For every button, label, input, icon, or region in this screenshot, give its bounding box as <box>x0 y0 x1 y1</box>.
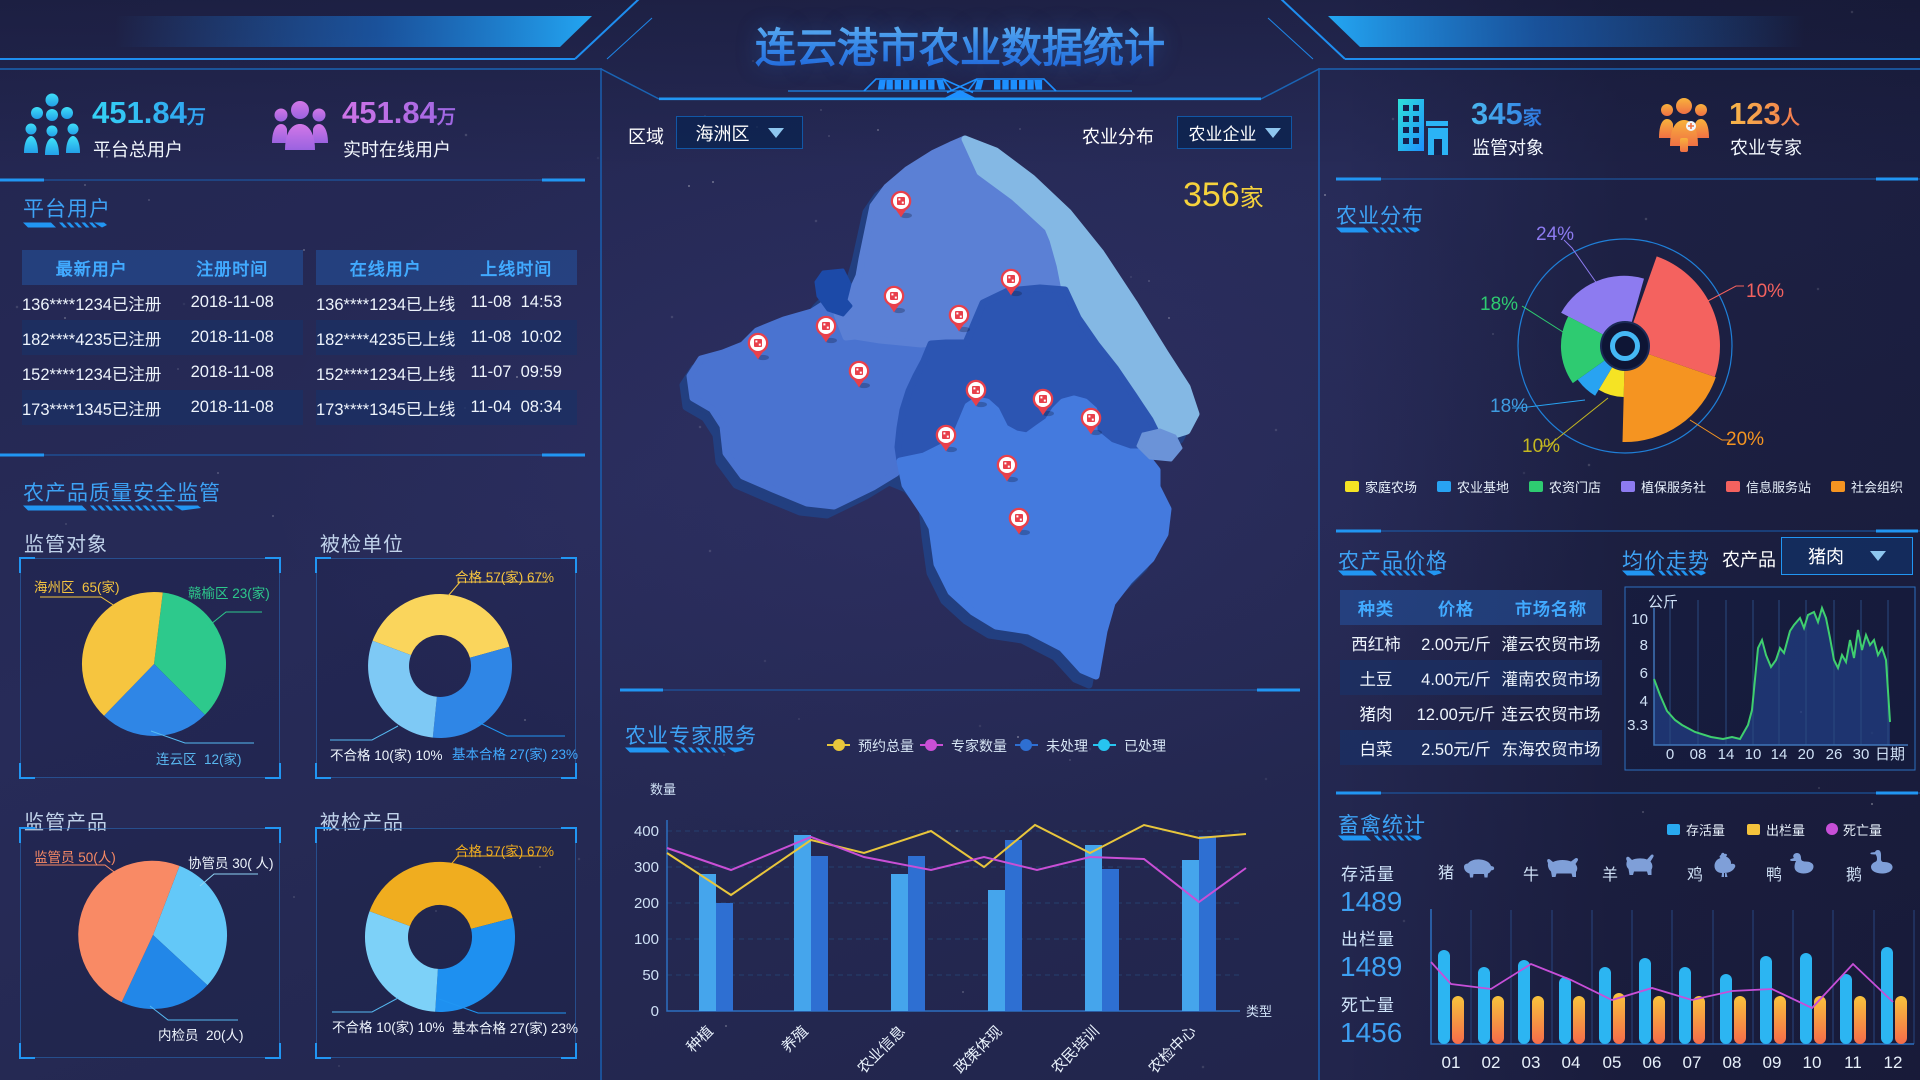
svg-text:出栏量: 出栏量 <box>1766 823 1805 838</box>
svg-text:农业信息: 农业信息 <box>854 1023 908 1077</box>
svg-text:植保服务社: 植保服务社 <box>1641 480 1706 495</box>
svg-text:日期: 日期 <box>1875 746 1905 763</box>
svg-text:鸭: 鸭 <box>1766 866 1782 884</box>
svg-text:08: 08 <box>1690 746 1707 763</box>
svg-text:1489: 1489 <box>1340 886 1402 917</box>
svg-text:03: 03 <box>1522 1053 1541 1072</box>
svg-text:14: 14 <box>1718 746 1735 763</box>
svg-text:公斤: 公斤 <box>1648 594 1678 611</box>
svg-text:羊: 羊 <box>1602 866 1618 884</box>
svg-text:10: 10 <box>1803 1053 1822 1072</box>
svg-text:08: 08 <box>1723 1053 1742 1072</box>
svg-text:0: 0 <box>651 1003 659 1020</box>
svg-text:50: 50 <box>642 967 659 984</box>
svg-text:24%: 24% <box>1536 224 1574 245</box>
svg-text:26: 26 <box>1826 746 1843 763</box>
svg-text:06: 06 <box>1643 1053 1662 1072</box>
svg-text:04: 04 <box>1562 1053 1581 1072</box>
svg-text:20: 20 <box>1798 746 1815 763</box>
svg-text:100: 100 <box>634 931 659 948</box>
svg-text:农资门店: 农资门店 <box>1549 480 1601 495</box>
svg-text:家庭农场: 家庭农场 <box>1365 480 1417 495</box>
svg-text:专家数量: 专家数量 <box>951 738 1007 754</box>
svg-text:05: 05 <box>1603 1053 1622 1072</box>
svg-text:4: 4 <box>1640 693 1648 710</box>
svg-text:社会组织: 社会组织 <box>1851 480 1903 495</box>
svg-text:牛: 牛 <box>1523 866 1539 884</box>
svg-text:政策体现: 政策体现 <box>951 1023 1005 1077</box>
svg-text:类型: 类型 <box>1246 1004 1272 1019</box>
svg-text:鸡: 鸡 <box>1687 866 1703 884</box>
svg-text:30: 30 <box>1853 746 1870 763</box>
svg-text:10%: 10% <box>1522 436 1560 457</box>
svg-text:养殖: 养殖 <box>779 1023 812 1056</box>
svg-text:12: 12 <box>1884 1053 1903 1072</box>
svg-text:6: 6 <box>1640 665 1648 682</box>
svg-text:10: 10 <box>1745 746 1762 763</box>
svg-text:18%: 18% <box>1480 294 1518 315</box>
svg-text:400: 400 <box>634 823 659 840</box>
svg-text:猪: 猪 <box>1438 864 1454 882</box>
svg-text:死亡量: 死亡量 <box>1843 823 1882 838</box>
svg-text:10%: 10% <box>1746 281 1784 302</box>
svg-text:09: 09 <box>1763 1053 1782 1072</box>
svg-text:信息服务站: 信息服务站 <box>1746 480 1811 495</box>
svg-text:3.3: 3.3 <box>1627 717 1648 734</box>
svg-text:存活量: 存活量 <box>1686 823 1725 838</box>
svg-text:8: 8 <box>1640 637 1648 654</box>
svg-text:种植: 种植 <box>684 1023 717 1056</box>
svg-text:1456: 1456 <box>1340 1017 1402 1048</box>
svg-text:01: 01 <box>1442 1053 1461 1072</box>
svg-text:10: 10 <box>1631 611 1648 628</box>
svg-text:14: 14 <box>1771 746 1788 763</box>
svg-text:农业基地: 农业基地 <box>1457 480 1509 495</box>
svg-text:200: 200 <box>634 895 659 912</box>
svg-text:已处理: 已处理 <box>1124 738 1166 754</box>
svg-text:18%: 18% <box>1490 396 1528 417</box>
svg-text:300: 300 <box>634 859 659 876</box>
svg-text:1489: 1489 <box>1340 951 1402 982</box>
svg-text:数量: 数量 <box>650 782 676 797</box>
svg-text:07: 07 <box>1683 1053 1702 1072</box>
svg-text:02: 02 <box>1482 1053 1501 1072</box>
svg-text:11: 11 <box>1844 1053 1862 1072</box>
svg-text:20%: 20% <box>1726 429 1764 450</box>
svg-text:出栏量: 出栏量 <box>1341 930 1395 949</box>
svg-text:鹅: 鹅 <box>1846 866 1862 884</box>
svg-text:未处理: 未处理 <box>1046 738 1088 754</box>
svg-text:农检中心: 农检中心 <box>1145 1023 1199 1077</box>
svg-text:死亡量: 死亡量 <box>1341 996 1395 1015</box>
svg-text:存活量: 存活量 <box>1341 865 1395 884</box>
svg-text:预约总量: 预约总量 <box>858 738 914 754</box>
svg-text:农民培训: 农民培训 <box>1048 1023 1102 1077</box>
svg-text:0: 0 <box>1666 746 1674 763</box>
